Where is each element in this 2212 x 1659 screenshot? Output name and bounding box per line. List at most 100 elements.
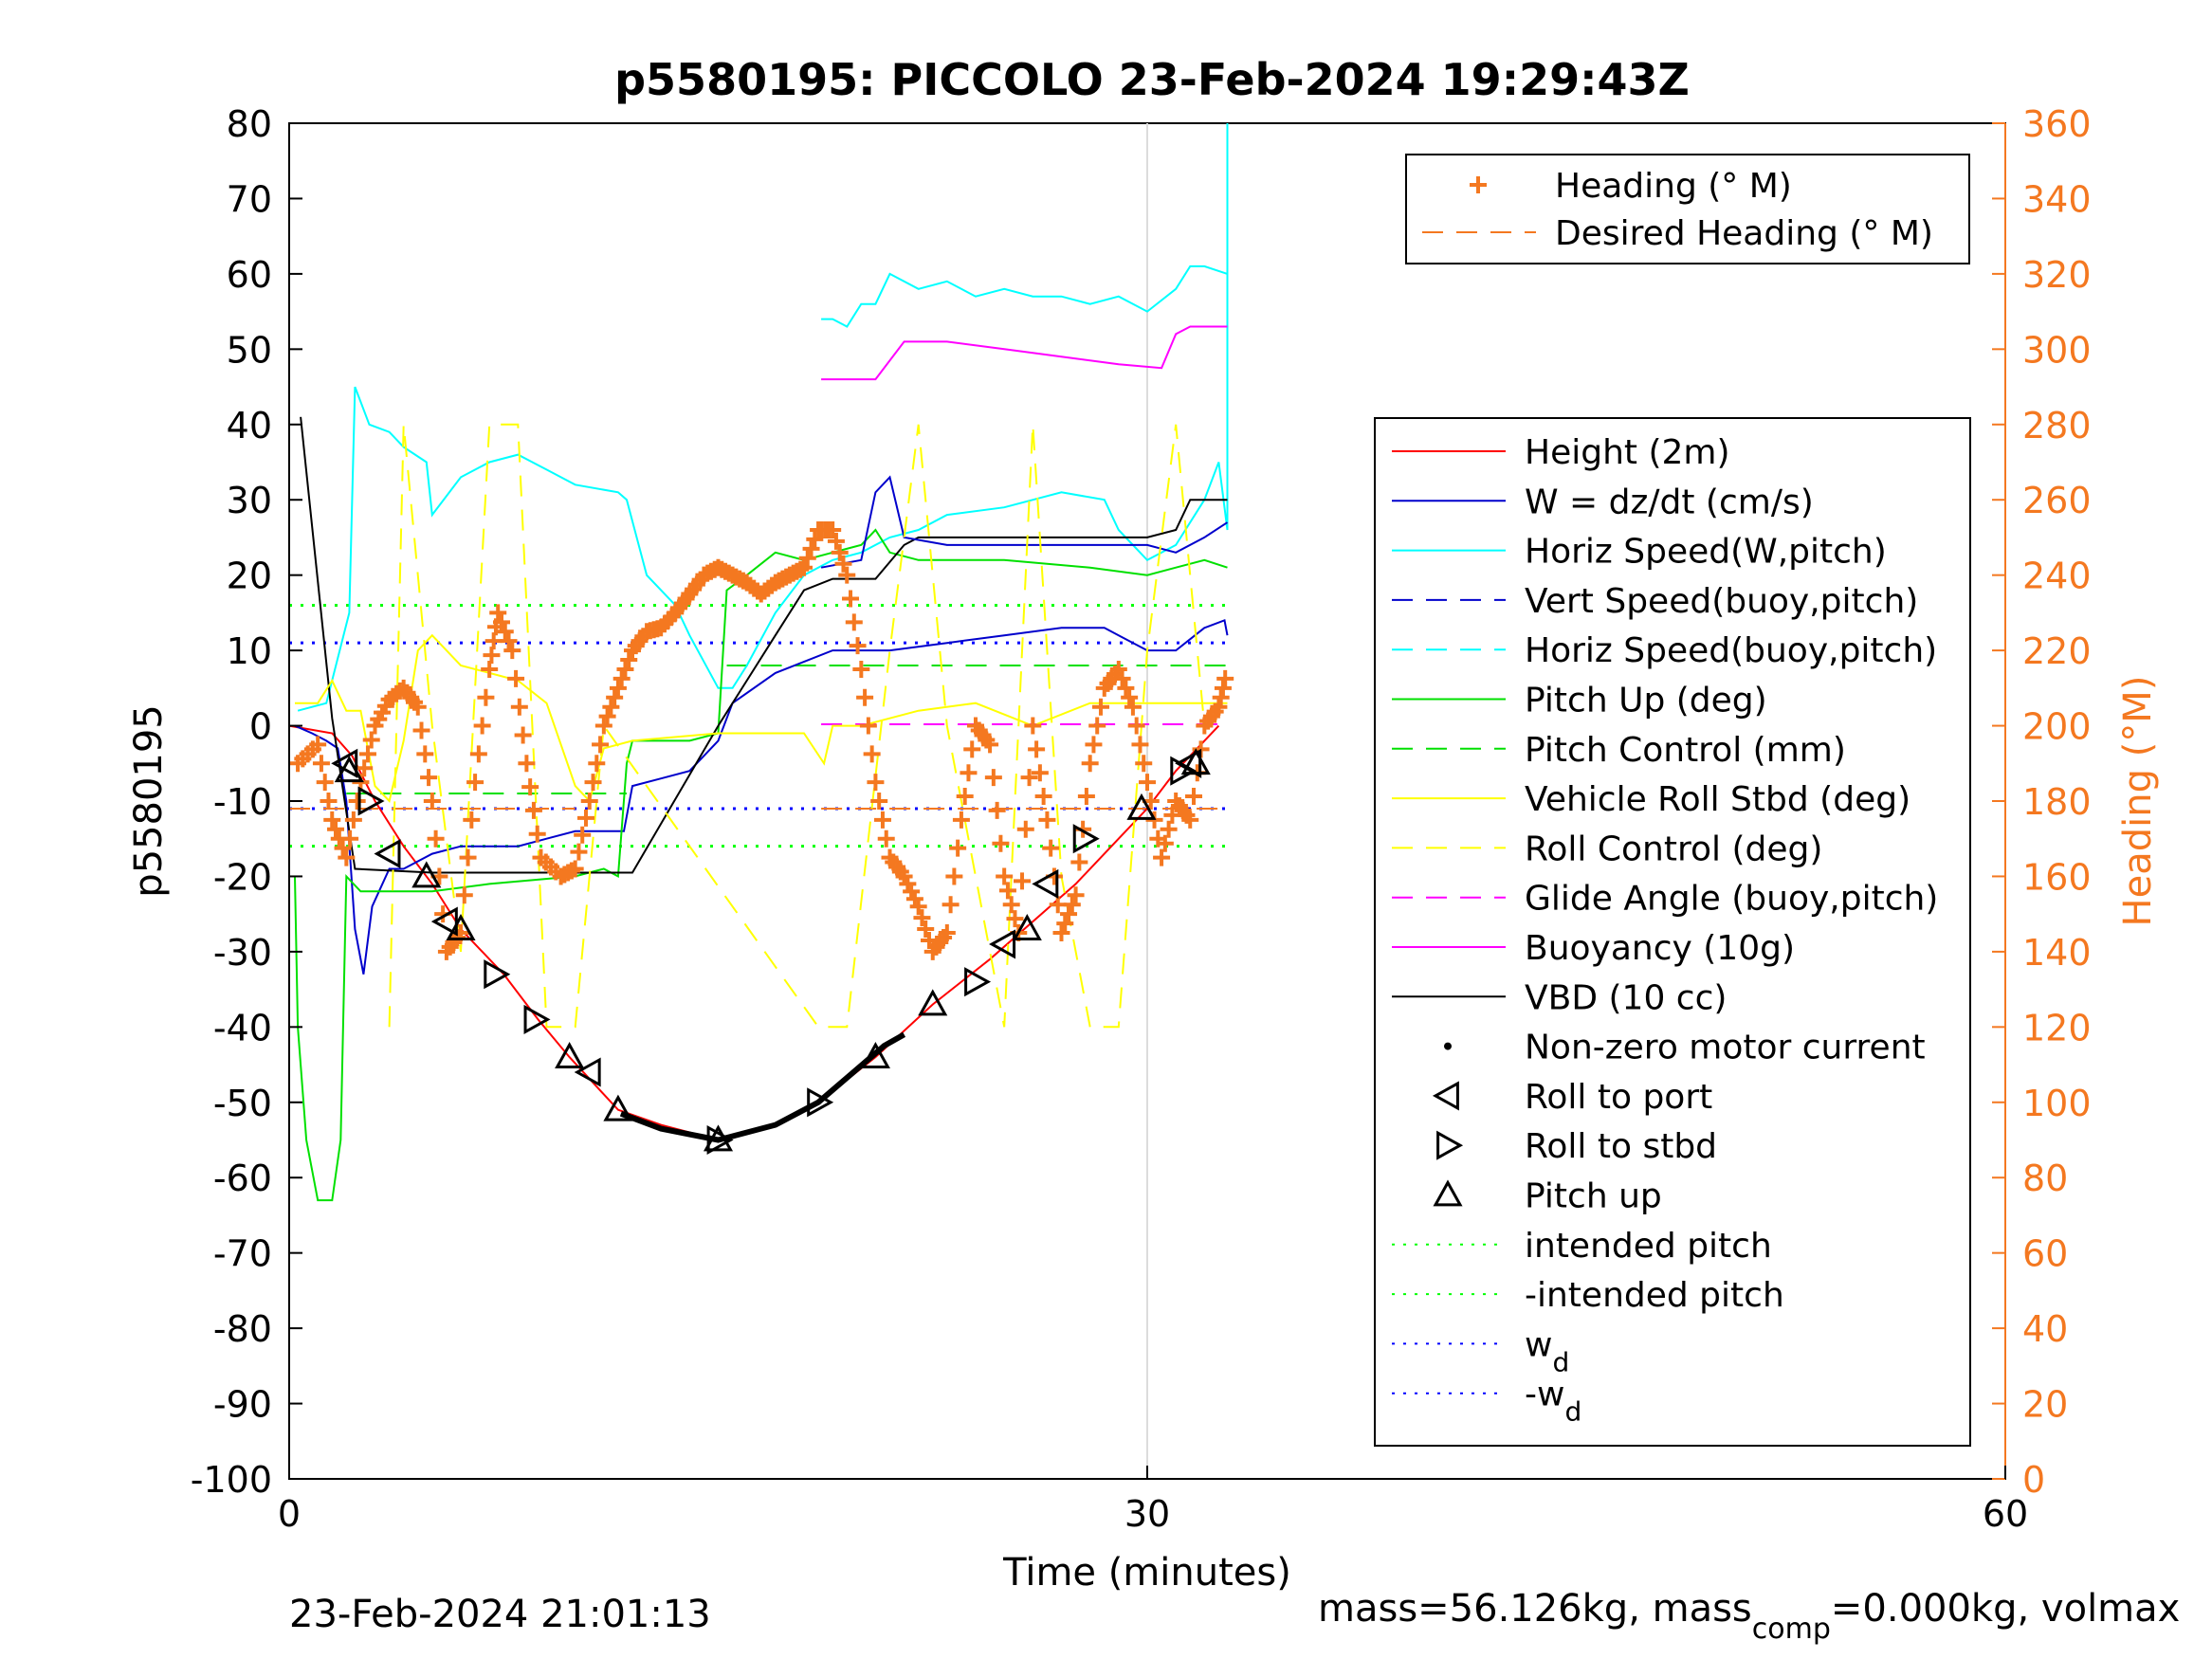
left-tick-label: -10 xyxy=(213,781,272,823)
heading-point xyxy=(1002,896,1020,914)
heading-point xyxy=(802,539,820,557)
legend-entry: Pitch Control (mm) xyxy=(1392,731,1846,770)
legend-label: W = dz/dt (cm/s) xyxy=(1525,483,1814,521)
pitch-up-marker xyxy=(1126,793,1157,820)
heading-point xyxy=(842,590,860,608)
heading-point xyxy=(503,642,521,660)
footer-mass: mass=56.126kg, masscomp=0.000kg, volmax xyxy=(1318,1587,2180,1646)
heading-point xyxy=(518,755,536,773)
legend-entry: intended pitch xyxy=(1392,1227,1772,1266)
legend-label: Vehicle Roll Stbd (deg) xyxy=(1525,780,1910,819)
legend-entry: Non-zero motor current xyxy=(1444,1029,1926,1067)
legend-label: Roll Control (deg) xyxy=(1525,830,1822,868)
right-tick-label: 280 xyxy=(2022,405,2092,447)
heading-point xyxy=(416,745,434,763)
footer-mass-text: mass=56.126kg, mass xyxy=(1318,1587,1752,1631)
series-line xyxy=(295,633,1228,804)
right-tick-label: 340 xyxy=(2022,178,2092,220)
heading-point xyxy=(1181,811,1199,829)
heading-point xyxy=(409,698,427,716)
heading-point xyxy=(423,793,441,810)
y-axis-label-left: p5580195 xyxy=(127,704,171,898)
right-tick-label: 180 xyxy=(2022,781,2092,823)
heading-point xyxy=(620,651,638,669)
heading-point xyxy=(952,811,970,829)
legend-main: Height (2m) W = dz/dt (cm/s) Horiz Speed(W… xyxy=(1374,417,1971,1447)
legend-entry: Desired Heading (° M) xyxy=(1422,214,1933,253)
right-tick-label: 120 xyxy=(2022,1007,2092,1048)
heading-point xyxy=(570,843,588,861)
heading-point xyxy=(1034,788,1052,806)
left-tick-label: 50 xyxy=(227,329,272,371)
legend-label: Desired Heading (° M) xyxy=(1555,214,1933,253)
right-tick-label: 80 xyxy=(2022,1158,2068,1199)
right-tick-label: 260 xyxy=(2022,480,2092,521)
left-ticks: -100-90-80-70-60-50-40-30-20-10010203040… xyxy=(191,103,302,1501)
legend-label: Height (2m) xyxy=(1525,433,1730,472)
right-tick-label: 0 xyxy=(2022,1459,2045,1501)
heading-point xyxy=(609,679,627,697)
heading-point xyxy=(956,788,974,806)
heading-point xyxy=(1121,688,1139,706)
heading-point xyxy=(917,921,935,939)
heading-point xyxy=(1060,905,1078,923)
heading-point xyxy=(834,555,852,573)
heading-point xyxy=(484,632,503,650)
pitch-up-marker xyxy=(555,1042,585,1069)
heading-point xyxy=(427,830,445,848)
x-tick-label: 30 xyxy=(1124,1493,1170,1535)
heading-point xyxy=(483,647,501,665)
heading-point xyxy=(963,740,981,758)
legend-label: Glide Angle (buoy,pitch) xyxy=(1525,880,1938,919)
heading-point xyxy=(574,826,592,844)
heading-point xyxy=(827,532,845,550)
heading-point xyxy=(998,882,1016,900)
pitch-up-marker xyxy=(703,1124,734,1152)
legend-symbol xyxy=(1433,1179,1463,1207)
right-tick-label: 300 xyxy=(2022,329,2092,371)
heading-point xyxy=(459,848,477,866)
heading-point xyxy=(1135,755,1153,773)
heading-point xyxy=(602,698,620,716)
roll-to-port-marker xyxy=(331,748,358,778)
heading-point xyxy=(1153,848,1171,866)
heading-point xyxy=(1038,811,1056,829)
heading-point xyxy=(1031,764,1049,782)
heading-point xyxy=(1067,886,1085,904)
legend-label: Pitch up xyxy=(1525,1177,1662,1216)
x-ticks: 0 30 60 xyxy=(278,1466,2028,1535)
legend-symbol xyxy=(1436,1130,1464,1160)
heading-point xyxy=(845,613,863,631)
heading-point xyxy=(566,860,584,878)
legend-entry: Roll to port xyxy=(1432,1078,1712,1117)
series-line xyxy=(821,325,1228,381)
pitch-up-marker xyxy=(1012,913,1042,940)
series-line xyxy=(294,618,1229,975)
heading-point xyxy=(1056,915,1074,933)
legend-symbol xyxy=(1470,176,1487,193)
legend-label: Non-zero motor current xyxy=(1525,1029,1926,1067)
left-tick-label: -40 xyxy=(213,1007,272,1048)
right-tick-label: 40 xyxy=(2022,1308,2068,1350)
heading-point xyxy=(863,745,881,763)
y-axis-label-right: Heading (°M) xyxy=(2116,676,2160,927)
legend-entry: Height (2m) xyxy=(1392,433,1730,472)
series-line xyxy=(821,264,1228,328)
heading-point xyxy=(849,637,867,655)
heading-point xyxy=(1091,698,1109,716)
heading-point xyxy=(1077,788,1095,806)
heading-point xyxy=(1124,698,1142,716)
roll-to-port-marker xyxy=(430,906,458,937)
left-tick-label: -20 xyxy=(213,856,272,898)
right-tick-label: 60 xyxy=(2022,1233,2068,1275)
heading-point xyxy=(323,811,341,829)
legend-label: Buoyancy (10g) xyxy=(1525,929,1795,968)
heading-point xyxy=(941,896,960,914)
roll-to-stbd-marker xyxy=(484,959,511,990)
heading-point xyxy=(1145,811,1163,829)
heading-point xyxy=(528,825,546,843)
motor-current-trace xyxy=(619,1031,906,1143)
left-tick-label: -50 xyxy=(213,1083,272,1124)
pitch-up-marker xyxy=(918,989,948,1016)
